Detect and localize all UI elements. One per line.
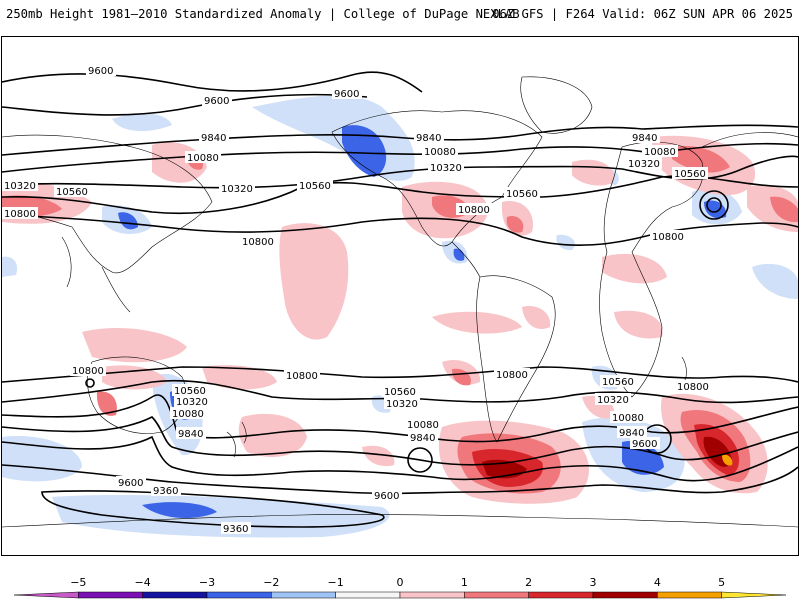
label-9600-e: 9600	[374, 491, 399, 502]
contour-9600-north-b	[2, 93, 368, 116]
label-10320-a: 10320	[4, 181, 36, 192]
colorbar-swatch	[206, 591, 272, 599]
label-9840-f: 9840	[619, 428, 644, 439]
label-9840-b: 9840	[416, 133, 441, 144]
closed-low-europe	[699, 190, 729, 220]
contour-labels: 9600 9600 9600 9840 9840 9840 10080 1008…	[2, 64, 711, 535]
label-10080-f: 10080	[612, 413, 644, 424]
colorbar-swatch	[335, 591, 401, 599]
colorbar-swatch	[657, 591, 722, 599]
label-10080-a: 10080	[187, 153, 219, 164]
label-10560-f: 10560	[384, 387, 416, 398]
model-run-info: 06Z GFS | F264 Valid: 06Z SUN APR 06 202…	[492, 7, 793, 21]
label-10320-b: 10320	[221, 184, 253, 195]
label-10560-c: 10560	[506, 189, 538, 200]
label-9600-c: 9600	[334, 89, 359, 100]
colorbar-tick-label: 5	[718, 576, 725, 589]
colorbar-swatch	[142, 591, 208, 599]
colorbar-graphic: −5 −4 −3 −2 −1 0 1 2 3 4 5	[13, 576, 787, 599]
colorbar-swatch	[721, 591, 787, 599]
colorbar-tick-label: 1	[461, 576, 468, 589]
label-9840-a: 9840	[201, 133, 226, 144]
contour-9600-north	[2, 71, 423, 93]
colorbar-tick-label: −4	[135, 576, 151, 589]
colorbar-swatch	[399, 591, 465, 599]
label-9360-b: 9360	[223, 524, 248, 535]
label-9840-d: 9840	[178, 429, 203, 440]
colorbar-tick-label: −3	[199, 576, 215, 589]
label-10080-e: 10080	[407, 420, 439, 431]
label-10800-e: 10800	[72, 366, 104, 377]
label-9600-f: 9600	[632, 439, 657, 450]
label-10320-g: 10320	[597, 395, 629, 406]
contour-10560-north	[2, 175, 798, 215]
colorbar-swatch	[528, 591, 594, 599]
label-10320-d: 10320	[628, 159, 660, 170]
label-9840-e: 9840	[410, 433, 435, 444]
colorbar: −5 −4 −3 −2 −1 0 1 2 3 4 5	[0, 572, 800, 600]
contour-9360-south	[41, 490, 385, 528]
label-10320-c: 10320	[430, 163, 462, 174]
label-9360-a: 9360	[153, 486, 178, 497]
label-9600-a: 9600	[88, 66, 113, 77]
label-10560-g: 10560	[602, 377, 634, 388]
label-10560-e: 10560	[174, 386, 206, 397]
label-10800-g: 10800	[496, 370, 528, 381]
label-10080-c: 10080	[644, 147, 676, 158]
contour-10320-south	[2, 394, 798, 443]
label-10320-e: 10320	[176, 397, 208, 408]
label-10800-b: 10800	[242, 237, 274, 248]
colorbar-tick-label: 0	[397, 576, 404, 589]
colorbar-swatch	[592, 591, 658, 599]
contour-10080-south	[2, 416, 798, 466]
label-10560-a: 10560	[56, 187, 88, 198]
label-9600-d: 9600	[118, 478, 143, 489]
colorbar-tick-label: 2	[525, 576, 532, 589]
label-10560-b: 10560	[299, 181, 331, 192]
colorbar-swatch	[13, 591, 79, 599]
label-10320-f: 10320	[386, 399, 418, 410]
colorbar-swatch	[271, 591, 336, 599]
label-10080-d: 10080	[172, 409, 204, 420]
colorbar-tick-label: −5	[70, 576, 86, 589]
label-9600-b: 9600	[204, 96, 229, 107]
label-10800-f: 10800	[286, 371, 318, 382]
contour-9600-south	[2, 464, 798, 495]
contour-9840-south	[2, 435, 798, 482]
colorbar-ticks: −5 −4 −3 −2 −1 0 1 2 3 4 5	[70, 576, 725, 589]
label-10080-b: 10080	[424, 147, 456, 158]
colorbar-tick-label: −2	[263, 576, 279, 589]
map-title: 250mb Height 1981–2010 Standardized Anom…	[6, 7, 520, 21]
label-10800-c: 10800	[458, 205, 490, 216]
closed-low-europe-b	[706, 197, 722, 213]
colorbar-swatch	[464, 591, 529, 599]
closed-high-10800	[85, 378, 95, 388]
label-10800-h: 10800	[677, 382, 709, 393]
colorbar-swatch	[78, 591, 143, 599]
contour-10800-north	[2, 214, 798, 247]
anomaly-map: 9600 9600 9600 9840 9840 9840 10080 1008…	[1, 36, 799, 556]
colorbar-swatches	[13, 591, 787, 599]
colorbar-tick-label: 3	[590, 576, 597, 589]
colorbar-tick-label: 4	[654, 576, 661, 589]
label-10800-a: 10800	[4, 209, 36, 220]
closed-low-9840	[407, 447, 433, 473]
contour-10800-south	[2, 366, 798, 383]
label-9840-c: 9840	[632, 133, 657, 144]
label-10800-d: 10800	[652, 232, 684, 243]
label-10560-d: 10560	[674, 169, 706, 180]
colorbar-tick-label: −1	[328, 576, 344, 589]
map-header: 250mb Height 1981–2010 Standardized Anom…	[0, 0, 800, 34]
